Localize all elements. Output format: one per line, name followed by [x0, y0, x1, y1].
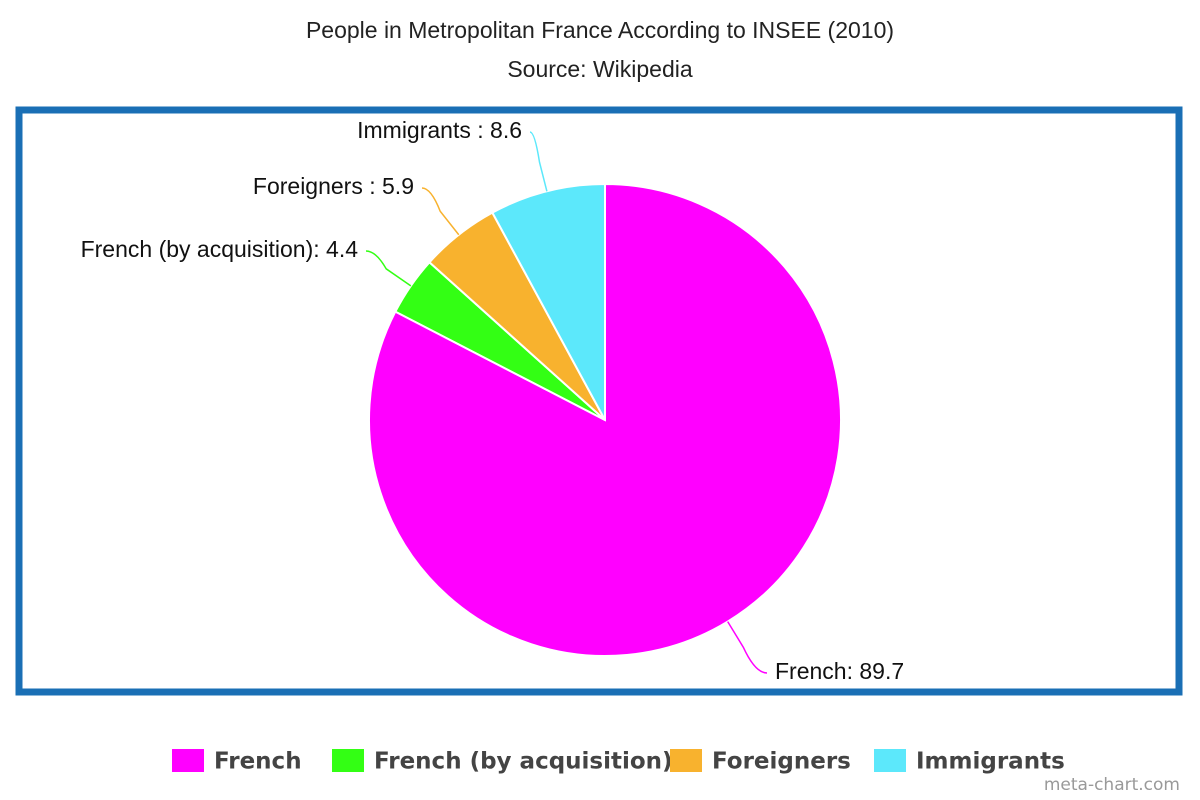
chart-subtitle: Source: Wikipedia — [507, 56, 693, 82]
legend-label: French — [214, 749, 302, 775]
legend-label: French (by acquisition) — [374, 749, 673, 775]
chart-title: People in Metropolitan France According … — [306, 17, 894, 43]
leader-line — [365, 250, 412, 287]
legend-swatch — [670, 749, 702, 772]
leader-line — [727, 621, 768, 674]
legend-swatch — [332, 749, 364, 772]
data-label: French (by acquisition): 4.4 — [81, 236, 359, 262]
data-label: Immigrants : 8.6 — [357, 117, 522, 143]
watermark: meta-chart.com — [1044, 775, 1180, 795]
legend-swatch — [172, 749, 204, 772]
legend-swatch — [874, 749, 906, 772]
legend-label: Immigrants — [916, 749, 1065, 775]
legend-label: Foreigners — [712, 749, 851, 775]
leader-line — [529, 131, 548, 192]
leader-line — [421, 187, 460, 236]
data-label: Foreigners : 5.9 — [253, 173, 414, 199]
data-label: French: 89.7 — [775, 658, 904, 684]
